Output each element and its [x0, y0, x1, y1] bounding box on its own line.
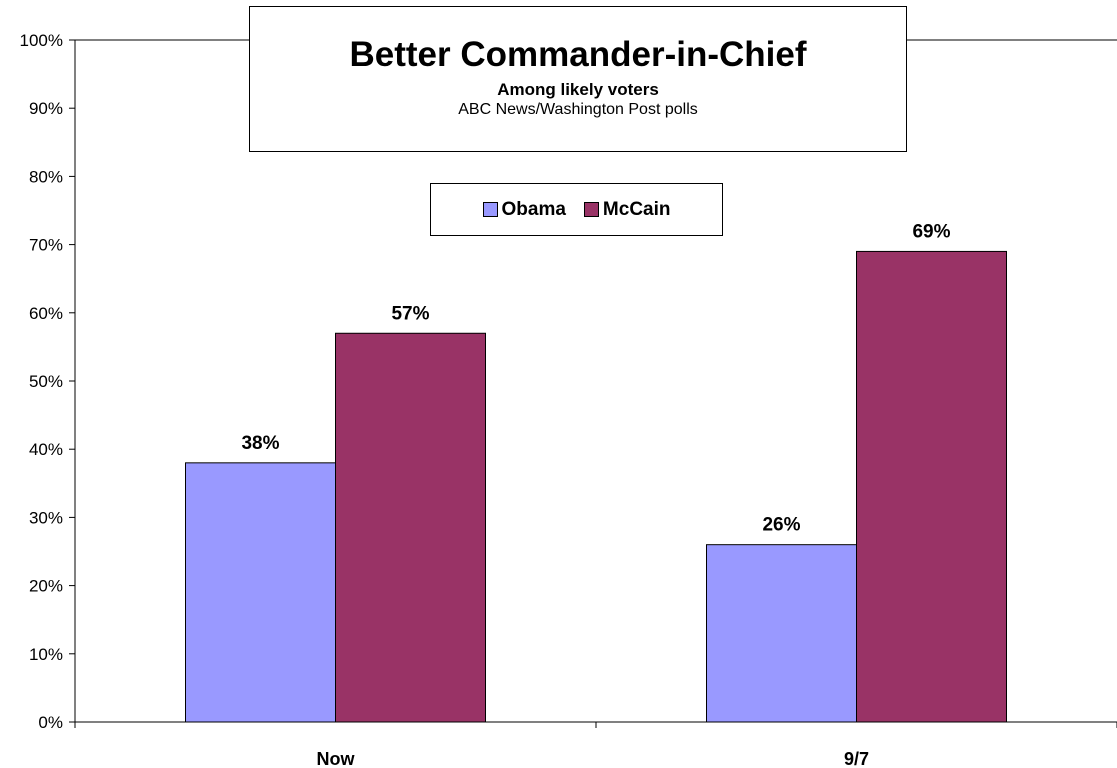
- chart-legend: Obama McCain: [430, 183, 723, 236]
- y-tick-label: 80%: [29, 167, 63, 186]
- legend-item-obama: Obama: [482, 198, 566, 221]
- chart-source: ABC News/Washington Post polls: [458, 101, 698, 118]
- chart-labels: 38% 57% Now 26% 69% 9/7: [241, 221, 950, 768]
- data-label-obama-1: 26%: [762, 515, 800, 536]
- bar-mccain-0: [335, 332, 486, 723]
- y-tick-label: 0%: [38, 713, 63, 732]
- bar-obama-0: [185, 462, 336, 723]
- data-label-mccain-1: 69%: [912, 221, 950, 242]
- data-label-obama-0: 38%: [241, 433, 279, 454]
- legend-swatch-obama: [482, 202, 498, 217]
- legend-item-mccain: McCain: [583, 198, 671, 221]
- chart-bars: [185, 250, 1007, 723]
- y-tick-label: 70%: [29, 236, 63, 255]
- bar-mccain-1: [856, 250, 1007, 723]
- x-category-label: 9/7: [844, 749, 869, 768]
- y-tick-label: 100%: [20, 31, 63, 50]
- bar-obama-1: [706, 544, 857, 723]
- chart-title-box: Better Commander-in-Chief Among likely v…: [249, 6, 907, 152]
- chart-subtitle: Among likely voters: [497, 80, 659, 99]
- y-tick-label: 40%: [29, 440, 63, 459]
- y-tick-label: 50%: [29, 372, 63, 391]
- y-tick-label: 30%: [29, 508, 63, 527]
- chart-title: Better Commander-in-Chief: [349, 35, 807, 74]
- legend-swatch-mccain: [583, 202, 599, 217]
- legend-label-mccain: McCain: [602, 198, 671, 220]
- y-tick-label: 90%: [29, 99, 63, 118]
- x-category-label: Now: [317, 749, 356, 768]
- y-tick-label: 60%: [29, 304, 63, 323]
- legend-label-obama: Obama: [501, 198, 566, 220]
- data-label-mccain-0: 57%: [391, 303, 429, 324]
- y-tick-label: 10%: [29, 645, 63, 664]
- y-tick-label: 20%: [29, 577, 63, 596]
